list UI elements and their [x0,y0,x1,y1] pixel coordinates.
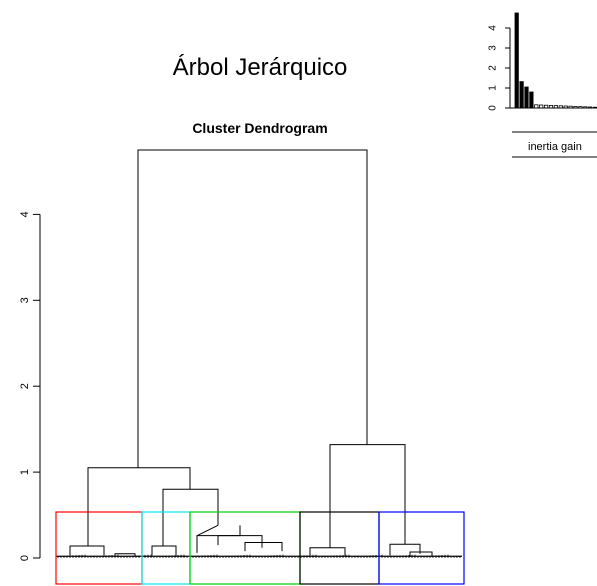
inset-y-tick-label: 0 [488,105,499,111]
y-tick-label: 3 [19,297,31,303]
inset-y-tick-label: 4 [488,25,499,31]
dendrogram-tree [56,149,462,558]
merge-detail [196,524,219,537]
y-axis: 0 1 2 3 4 [19,211,41,561]
cluster-box-1 [55,511,143,585]
y-tick-label: 2 [19,383,31,389]
merge-left-group [87,467,191,546]
inertia-bar [519,81,524,109]
merge-detail [217,535,263,548]
cluster-box-5 [378,511,465,585]
y-tick-label: 1 [19,469,31,475]
merge-root [137,149,368,468]
inset-y-tick-label: 1 [488,85,499,91]
cluster-box-2 [141,511,191,585]
y-tick-label: 0 [19,555,31,561]
inertia-gain-inset: 0 1 2 3 4 inertia gain [488,12,597,158]
merge-detail [151,545,177,556]
inertia-bar [524,86,529,109]
inertia-gain-legend: inertia gain [528,141,582,153]
inset-bars [514,12,597,109]
merge-left-inner [162,488,219,546]
merge-right-group [329,444,406,548]
inset-y-axis: 0 1 2 3 4 [488,25,511,111]
inertia-bar [529,91,534,109]
y-tick-label: 4 [19,211,31,217]
page-title: Árbol Jerárquico [173,54,348,81]
inset-y-tick-label: 3 [488,45,499,51]
dendrogram-title: Cluster Dendrogram [192,120,327,136]
cluster-boxes [55,511,465,585]
merge-detail [409,551,433,557]
merge-detail [389,543,421,556]
merge-detail [244,542,283,552]
merge-detail [309,547,346,556]
merge-detail [69,545,105,556]
inertia-bar [514,12,519,109]
inset-y-tick-label: 2 [488,65,499,71]
